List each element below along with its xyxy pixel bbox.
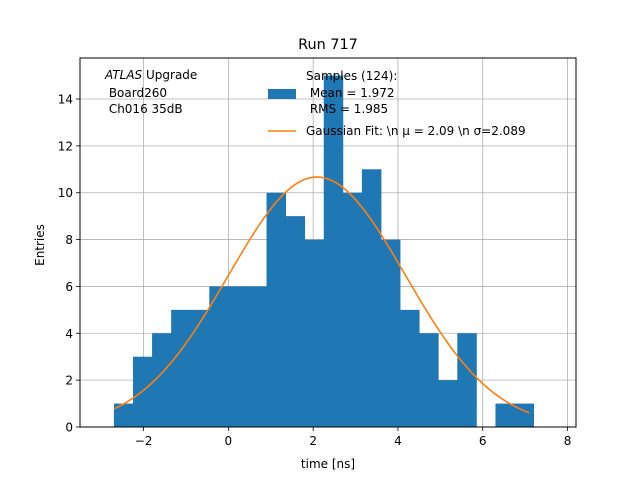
legend-label-rms: RMS = 1.985 — [306, 102, 388, 116]
legend: Samples (124): Mean = 1.972 RMS = 1.985 … — [268, 69, 526, 138]
x-tick-label: 2 — [309, 434, 317, 448]
y-axis-label: Entries — [33, 224, 47, 266]
y-tick-label: 0 — [65, 421, 73, 435]
y-axis-ticks: 0 2 4 6 8 10 12 14 — [58, 93, 80, 435]
x-axis-label: time [ns] — [301, 457, 355, 471]
legend-label-samples: Samples (124): — [306, 69, 397, 83]
y-tick-label: 2 — [65, 374, 73, 388]
histogram-bar — [190, 309, 210, 427]
channel-label: Ch016 35dB — [105, 102, 183, 116]
legend-label-fit: Gaussian Fit: \n μ = 2.09 \n σ=2.089 — [306, 124, 526, 138]
histogram-bar — [228, 286, 248, 427]
x-tick-label: 6 — [479, 434, 487, 448]
x-tick-label: 8 — [564, 434, 572, 448]
histogram-bar — [457, 333, 477, 427]
histogram-bar — [380, 239, 401, 427]
histogram-bar — [361, 169, 382, 428]
histogram-bar — [209, 286, 229, 427]
x-axis-ticks: −2 0 2 4 6 8 — [135, 427, 572, 448]
histogram-bar — [304, 239, 325, 427]
atlas-label: ATLAS — [104, 68, 143, 82]
histogram-bar — [495, 403, 515, 427]
gaussian-fit-curve — [113, 176, 530, 414]
histogram-bar — [247, 286, 267, 427]
y-tick-label: 10 — [58, 186, 73, 200]
histogram-bar — [152, 333, 172, 427]
histogram-bar — [113, 403, 134, 427]
y-tick-label: 14 — [58, 93, 73, 107]
board-label: Board260 — [105, 86, 167, 100]
y-tick-label: 6 — [65, 280, 73, 294]
histogram-bar — [438, 380, 458, 427]
x-tick-label: 4 — [394, 434, 402, 448]
plot-frame — [79, 57, 577, 428]
x-tick-label: 0 — [225, 434, 233, 448]
histogram-bar — [266, 192, 287, 427]
histogram-bar — [323, 75, 344, 428]
legend-swatch-histogram — [268, 89, 296, 99]
histogram-bar — [342, 192, 363, 427]
y-tick-label: 4 — [65, 327, 73, 341]
chart-title: Run 717 — [298, 37, 358, 53]
legend-label-mean: Mean = 1.972 — [306, 86, 395, 100]
histogram-bar — [285, 216, 306, 427]
y-tick-label: 12 — [58, 139, 73, 153]
upgrade-label: Upgrade — [142, 68, 197, 82]
y-tick-label: 8 — [65, 233, 73, 247]
gaussian-fit-line — [113, 176, 530, 414]
histogram-bar — [419, 333, 439, 427]
histogram-bar — [400, 309, 420, 427]
x-tick-label: −2 — [135, 434, 153, 448]
histogram-bar — [171, 309, 191, 427]
atlas-label-line: ATLAS Upgrade — [104, 68, 197, 82]
atlas-annotation: ATLAS Upgrade Board260 Ch016 35dB — [104, 68, 197, 116]
histogram-bars — [113, 75, 535, 428]
